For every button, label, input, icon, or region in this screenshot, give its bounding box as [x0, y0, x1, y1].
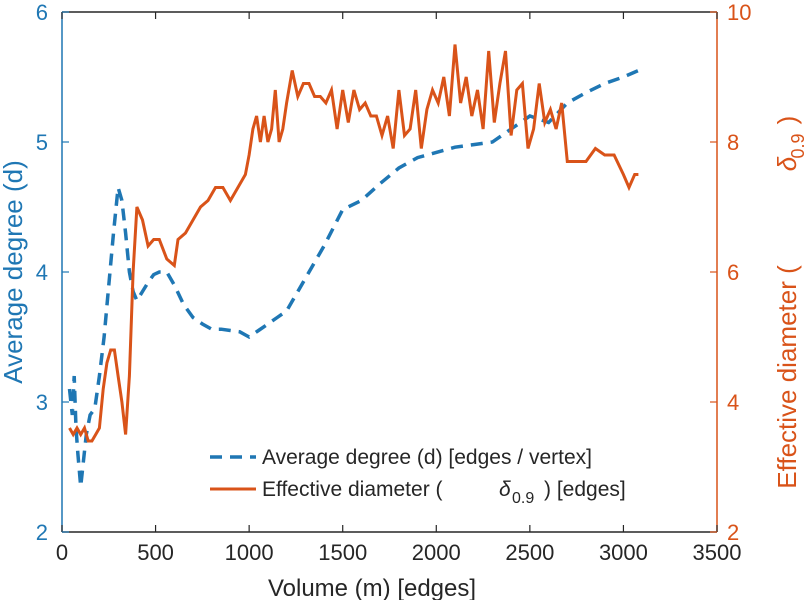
legend-label-diameter-close: ) [edges]: [544, 478, 626, 501]
x-tick-label: 1500: [318, 540, 367, 565]
left-y-axis-label: Average degree (d): [0, 160, 28, 384]
x-axis-label: Volume (m) [edges]: [268, 575, 476, 600]
right-y-label-main: Effective diameter (: [772, 265, 802, 489]
series-effective-diameter-line: [68, 44, 639, 443]
x-tick-label: 2500: [505, 540, 554, 565]
plot-area: [62, 12, 717, 532]
left-y-tick-label: 2: [36, 520, 48, 545]
right-y-label-sub: 0.9: [788, 133, 808, 158]
left-y-tick-label: 5: [36, 130, 48, 155]
right-y-ticks: 2 4 6 8 10: [710, 0, 751, 545]
legend-label-diameter-sub: 0.9: [512, 490, 534, 507]
x-tick-label: 3000: [599, 540, 648, 565]
x-ticks: 0 500 1000 1500 2000 2500 3000 3500: [56, 12, 742, 565]
right-y-tick-label: 4: [727, 390, 739, 415]
x-tick-label: 0: [56, 540, 68, 565]
x-tick-label: 2000: [412, 540, 461, 565]
legend-label-diameter-main: Effective diameter (: [262, 478, 443, 501]
left-y-tick-label: 4: [36, 260, 48, 285]
left-y-tick-label: 6: [36, 0, 48, 25]
left-y-ticks: 2 3 4 5 6: [36, 0, 69, 545]
right-y-label-close: ): [772, 116, 802, 125]
right-y-tick-label: 2: [727, 520, 739, 545]
x-tick-label: 1000: [225, 540, 274, 565]
legend: Average degree (d) [edges / vertex] Effe…: [210, 446, 626, 507]
right-y-tick-label: 10: [727, 0, 751, 25]
series-average-degree-line: [67, 68, 640, 487]
x-tick-label: 3500: [693, 540, 742, 565]
right-y-label-symbol: δ: [772, 156, 802, 171]
legend-label-diameter-symbol: δ: [499, 478, 511, 501]
legend-label-degree: Average degree (d) [edges / vertex]: [262, 446, 592, 469]
right-y-tick-label: 6: [727, 260, 739, 285]
left-y-tick-label: 3: [36, 390, 48, 415]
right-y-axis-label: Effective diameter ( δ 0.9 ): [772, 116, 808, 489]
right-y-tick-label: 8: [727, 130, 739, 155]
x-tick-label: 500: [137, 540, 174, 565]
